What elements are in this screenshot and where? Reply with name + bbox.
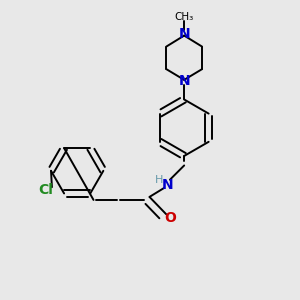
Text: N: N xyxy=(178,27,190,41)
Text: N: N xyxy=(161,178,173,192)
Text: O: O xyxy=(164,212,176,225)
Text: Cl: Cl xyxy=(38,183,53,197)
Text: CH₃: CH₃ xyxy=(175,12,194,22)
Text: N: N xyxy=(178,74,190,88)
Text: H: H xyxy=(155,175,163,185)
